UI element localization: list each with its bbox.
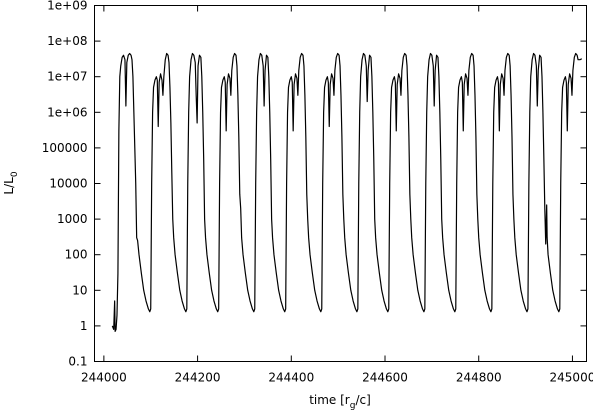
- y-tick-label: 100: [65, 248, 88, 262]
- x-tick-labels: 244000 244200 244400 244600 244800 245000: [81, 371, 593, 385]
- y-tick-label: 0.1: [68, 355, 87, 369]
- y-tick-label: 1e+07: [47, 70, 87, 84]
- y-tick-labels: 0.1 1 10 100 1000 10000 100000 1e+06 1e+07 1e+08 1…: [42, 0, 88, 369]
- y-tick-label: 1e+09: [47, 0, 87, 13]
- y-tick-label: 1e+08: [47, 34, 87, 48]
- y-tick-label: 10: [72, 283, 87, 297]
- y-tick-label: 100000: [42, 141, 88, 155]
- x-tick-label: 244200: [175, 371, 221, 385]
- y-tick-label: 1: [80, 319, 88, 333]
- x-axis-label: time [rg/c]: [309, 393, 371, 410]
- x-tick-label: 244000: [81, 371, 127, 385]
- x-tick-label: 245000: [550, 371, 593, 385]
- x-tick-label: 244800: [456, 371, 502, 385]
- y-tick-label: 1e+06: [47, 105, 87, 119]
- y-axis-label: L/L0: [2, 171, 20, 194]
- axis-ticks: [94, 5, 587, 362]
- y-tick-label: 1000: [57, 212, 88, 226]
- x-tick-label: 244400: [268, 371, 314, 385]
- series-line: [111, 52, 583, 333]
- x-tick-label: 244600: [362, 371, 408, 385]
- y-tick-label: 10000: [49, 177, 87, 191]
